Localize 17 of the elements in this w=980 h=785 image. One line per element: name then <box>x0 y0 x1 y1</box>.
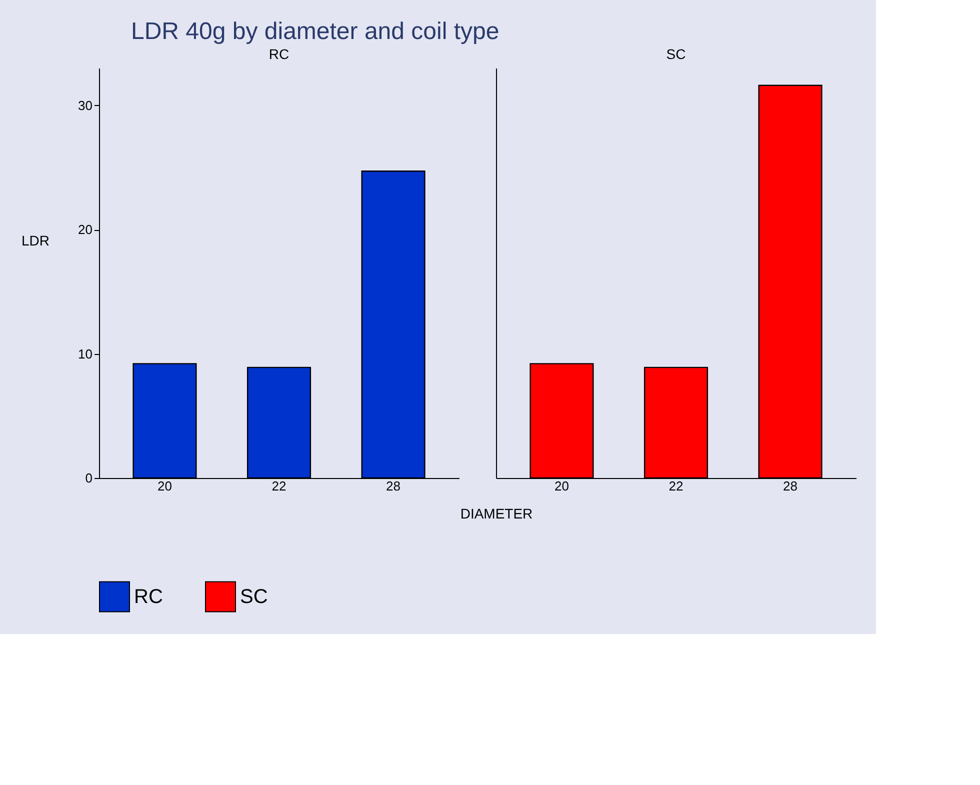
y-tick-label: 30 <box>78 98 92 113</box>
x-tick-label: 28 <box>783 478 798 494</box>
y-tick-label: 20 <box>78 222 92 238</box>
x-axis-title: DIAMETER <box>460 506 533 522</box>
chart-subtitle: RC <box>268 46 290 62</box>
y-tick-label: 0 <box>85 470 92 486</box>
chart-subtitle: SC <box>666 46 686 62</box>
x-tick-label: 22 <box>272 478 286 494</box>
chart-title: LDR 40g by diameter and coil type <box>130 18 500 45</box>
y-tick-label: 10 <box>78 346 92 362</box>
x-tick-label: 22 <box>668 478 684 494</box>
x-tick-label: 28 <box>386 478 401 494</box>
x-tick-label: 20 <box>157 478 172 494</box>
legend-label: RC <box>134 586 163 608</box>
legend-label: SC <box>240 586 268 608</box>
x-tick-label: 20 <box>554 478 569 494</box>
y-axis-title: LDR <box>21 232 50 248</box>
